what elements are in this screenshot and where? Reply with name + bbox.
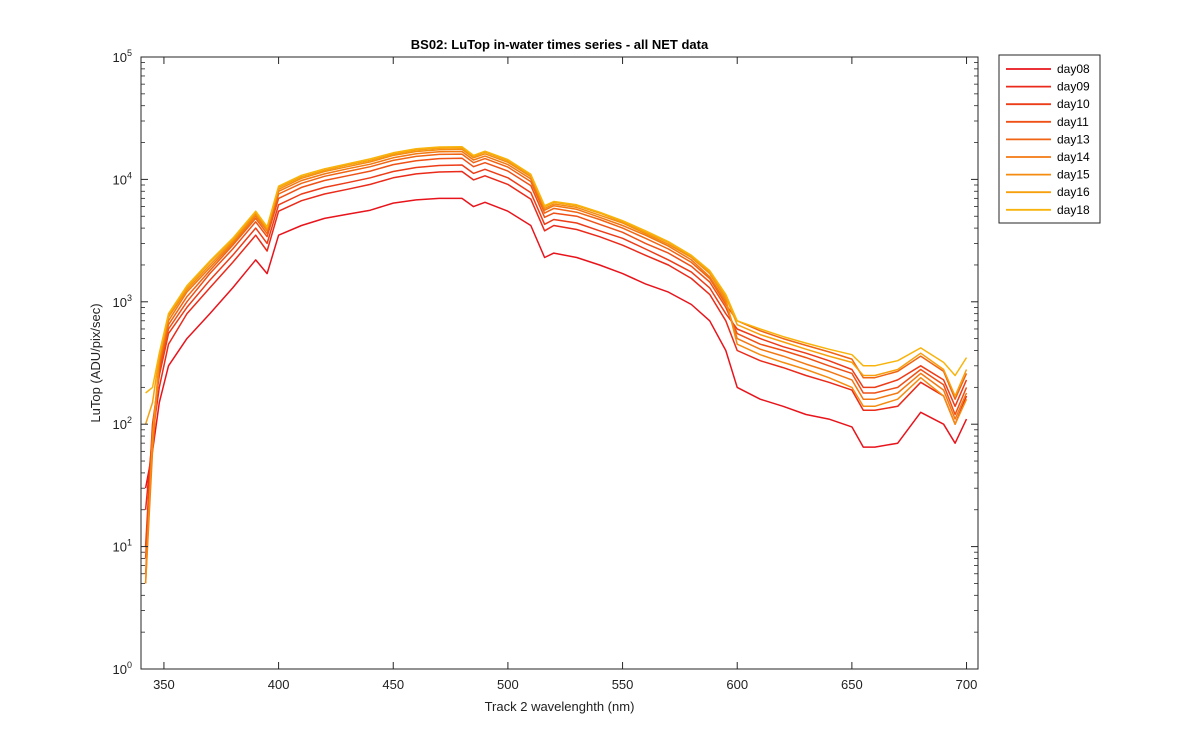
y-tick-label: 104 [113, 170, 132, 187]
x-tick-label: 600 [726, 677, 748, 692]
legend-label-day09: day09 [1057, 80, 1090, 94]
legend-label-day08: day08 [1057, 62, 1090, 76]
axes: 350 400 450 500 550 600 650 700 100 101 102 103 104 1… [113, 48, 979, 692]
y-tick-label: 103 [113, 293, 132, 310]
y-tick-label: 105 [113, 48, 132, 65]
legend-label-day10: day10 [1057, 97, 1090, 111]
legend-label-day13: day13 [1057, 132, 1090, 146]
series-line-day11 [144, 157, 968, 559]
x-tick-label: 650 [841, 677, 863, 692]
series-line-day15 [144, 148, 968, 584]
plot-background [141, 57, 978, 669]
chart-title: BS02: LuTop in-water times series - all … [411, 37, 709, 52]
x-tick-label: 550 [612, 677, 634, 692]
x-tick-label: 500 [497, 677, 519, 692]
x-axis-label: Track 2 wavelenghth (nm) [485, 699, 635, 714]
legend: day08 day09 day10 day11 day13 day14 day15 day16… [998, 54, 1101, 224]
x-tick-label: 450 [382, 677, 404, 692]
series-line-day18 [145, 145, 968, 394]
x-tick-label: 400 [268, 677, 290, 692]
legend-label-day15: day15 [1057, 168, 1090, 182]
y-tick-label: 100 [113, 660, 132, 677]
legend-label-day16: day16 [1057, 185, 1090, 199]
series-line-day10 [144, 164, 968, 547]
x-tick-label: 350 [153, 677, 175, 692]
plot-area [141, 57, 978, 669]
axes-frame [140, 56, 979, 670]
x-tick-label: 700 [956, 677, 978, 692]
y-tick-label: 101 [113, 538, 132, 555]
legend-label-day18: day18 [1057, 203, 1090, 217]
series-line-day08 [144, 197, 968, 489]
legend-label-day14: day14 [1057, 150, 1090, 164]
series-line-day13 [144, 153, 968, 574]
legend-label-day11: day11 [1057, 115, 1089, 129]
y-tick-label: 102 [113, 415, 132, 432]
series-line-day09 [144, 170, 968, 510]
series-line-day14 [144, 150, 968, 584]
y-axis-label: LuTop (ADU/pix/sec) [88, 303, 103, 422]
